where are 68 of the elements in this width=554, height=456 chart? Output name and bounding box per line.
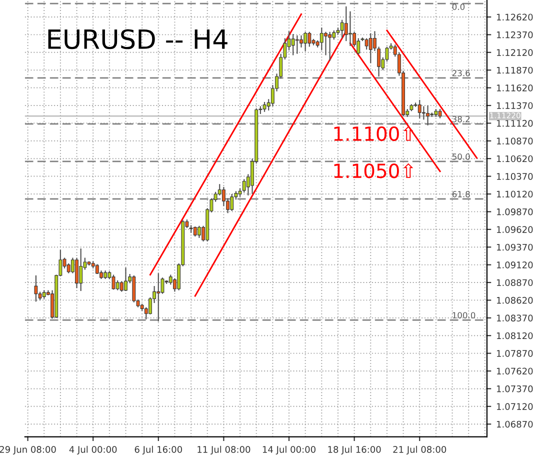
candlestick <box>328 31 332 62</box>
candlestick <box>300 34 303 48</box>
x-tick-label: 29 Jun 08:00 <box>0 446 56 455</box>
annotation: 38.2 <box>452 116 470 122</box>
y-tick-label: 1.10870 <box>496 138 533 144</box>
y-tick-label: 1.12120 <box>496 49 533 56</box>
y-tick-label: 1.08870 <box>496 279 533 286</box>
y-tick-label: 1.08370 <box>496 314 533 322</box>
text: EURUSD -- H4 <box>48 29 228 50</box>
candlestick <box>120 280 124 292</box>
annotation: 61.8 <box>452 191 470 198</box>
candlestick <box>364 38 368 50</box>
y-tick-label: 1.09120 <box>496 262 533 268</box>
candlestick <box>320 27 324 51</box>
annotation: 1.1050⇧ <box>334 163 414 178</box>
annotation: 1.1100⇧ <box>334 126 414 142</box>
y-tick-label: 1.07370 <box>496 385 533 392</box>
candlestick <box>95 264 99 275</box>
candlestick <box>324 31 328 56</box>
candlestick <box>308 31 312 48</box>
y-tick-label: 1.08120 <box>496 332 533 340</box>
candlestick <box>418 99 422 119</box>
candlestick <box>66 262 70 274</box>
y-tick-label: 1.09870 <box>496 208 533 216</box>
y-tick-label: 1.12370 <box>496 31 533 38</box>
candlestick <box>79 248 83 292</box>
x-tick-label: 4 Jul 00:00 <box>69 446 117 455</box>
y-tick-label: 1.07620 <box>496 368 533 375</box>
candlestick <box>75 257 78 289</box>
x-tick-label: 18 Jul 16:00 <box>328 446 381 455</box>
candlestick <box>438 108 442 119</box>
candlestick <box>193 226 197 238</box>
candlestick <box>368 32 372 64</box>
x-tick-label: 11 Jul 08:00 <box>198 446 250 455</box>
candlestick <box>112 274 116 290</box>
y-tick-label: 1.12620 <box>496 14 533 21</box>
y-tick-label: 1.11870 <box>496 66 533 74</box>
annotation: 23.6 <box>452 70 470 76</box>
candlestick <box>344 6 348 42</box>
x-tick-label: 14 Jul 00:00 <box>262 446 316 455</box>
candlestick <box>262 101 266 112</box>
candlestick <box>348 10 352 47</box>
annotation: 0.0 <box>452 4 465 10</box>
x-tick-label: 21 Jul 08:00 <box>393 446 446 455</box>
y-tick-label: 1.10120 <box>496 190 533 198</box>
candlestick <box>198 225 201 238</box>
candlestick <box>291 33 295 56</box>
y-tick-label: 1.10370 <box>496 173 533 180</box>
annotation: 100.0 <box>452 312 476 318</box>
y-tick-label: 1.10620 <box>496 155 533 162</box>
y-tick-label: 1.09370 <box>496 244 533 251</box>
candlestick <box>116 280 120 291</box>
x-tick-label: 6 Jul 16:00 <box>134 446 182 455</box>
y-tick-label: 1.06870 <box>496 420 533 428</box>
y-tick-label: 1.11620 <box>496 84 533 92</box>
y-tick-label: 1.09620 <box>496 226 533 233</box>
y-tick-label: 1.07870 <box>496 350 533 357</box>
candlestick <box>124 267 128 292</box>
candlestick <box>426 104 430 126</box>
candlestick <box>34 274 38 302</box>
candlestick <box>304 31 308 52</box>
y-tick-label: 1.11120 <box>496 120 533 127</box>
annotation: 50.0 <box>452 154 470 160</box>
y-tick-label: 1.08620 <box>496 296 533 304</box>
candlestick <box>156 272 160 322</box>
y-tick-label: 1.07120 <box>496 403 533 410</box>
candlestick <box>230 193 234 212</box>
y-tick-label: 1.11370 <box>496 102 533 110</box>
